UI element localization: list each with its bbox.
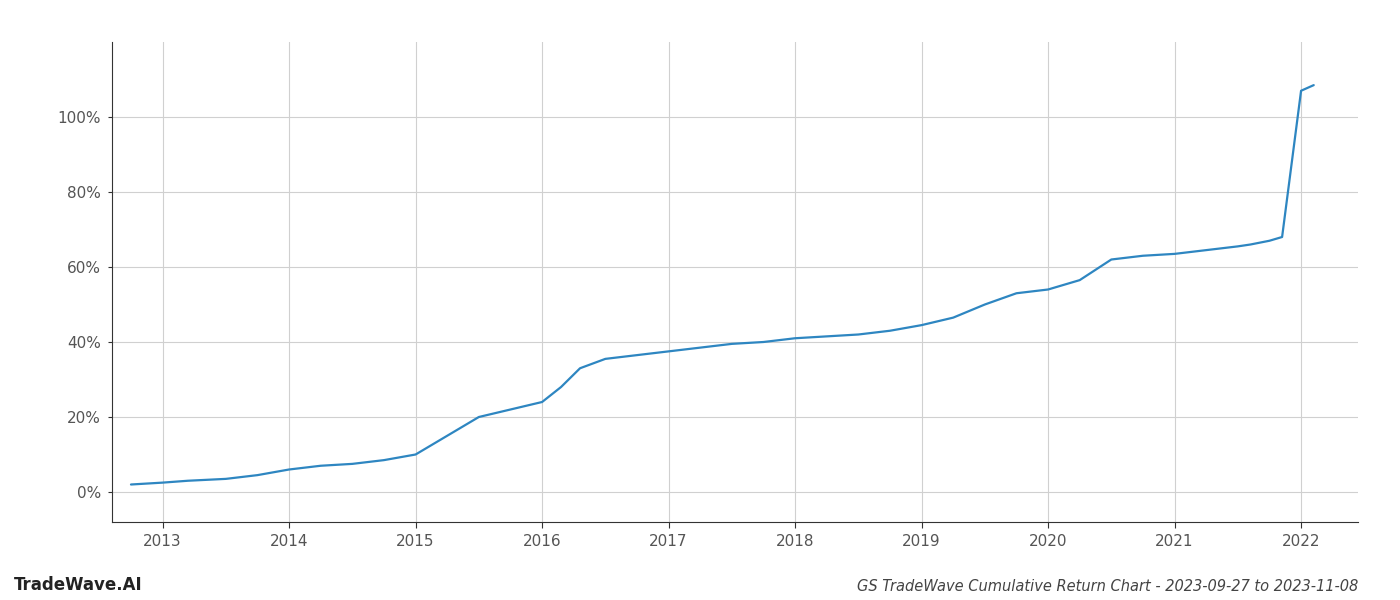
Text: GS TradeWave Cumulative Return Chart - 2023-09-27 to 2023-11-08: GS TradeWave Cumulative Return Chart - 2…	[857, 579, 1358, 594]
Text: TradeWave.AI: TradeWave.AI	[14, 576, 143, 594]
